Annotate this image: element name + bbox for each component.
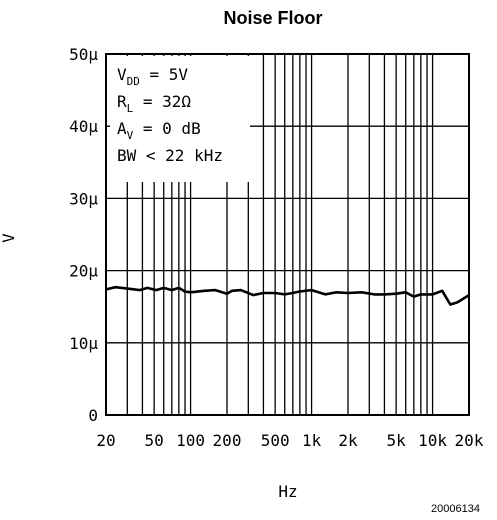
x-tick-label: 50 — [145, 431, 164, 450]
x-tick-label: 200 — [213, 431, 242, 450]
x-tick-label: 1k — [302, 431, 322, 450]
annotation-line: RL = 32Ω — [117, 92, 191, 115]
x-tick-label: 5k — [387, 431, 407, 450]
annotation-box: VDD = 5V RL = 32Ω AV = 0 dB BW < 22 kHz — [110, 56, 250, 182]
x-tick-labels: 20 50 100 200 500 1k 2k 5k 10k 20k — [96, 431, 483, 450]
y-tick-label: 40μ — [69, 117, 98, 136]
x-tick-label: 20 — [96, 431, 115, 450]
y-tick-label: 10μ — [69, 334, 98, 353]
x-tick-label: 10k — [418, 431, 447, 450]
y-tick-label: 20μ — [69, 262, 98, 281]
annotation-background — [110, 56, 250, 182]
x-tick-label: 500 — [261, 431, 290, 450]
series-line — [105, 285, 470, 306]
x-tick-label: 2k — [338, 431, 358, 450]
y-axis-label: V — [0, 233, 18, 243]
y-tick-label: 0 — [88, 406, 98, 425]
figure-number: 20006134 — [431, 503, 480, 515]
annotation-line: AV = 0 dB — [117, 119, 201, 142]
x-axis-label: Hz — [278, 482, 297, 501]
x-tick-label: 100 — [176, 431, 205, 450]
annotation-line: BW < 22 kHz — [117, 146, 223, 165]
x-tick-label: 20k — [455, 431, 484, 450]
series-layer — [105, 285, 470, 306]
chart-title: Noise Floor — [223, 8, 322, 28]
plot-frame — [105, 53, 470, 416]
y-tick-label: 30μ — [69, 189, 98, 208]
y-tick-label: 50μ — [69, 45, 98, 64]
annotation-line: VDD = 5V — [117, 65, 188, 88]
y-tick-labels: 0 10μ 20μ 30μ 40μ 50μ — [69, 45, 98, 425]
